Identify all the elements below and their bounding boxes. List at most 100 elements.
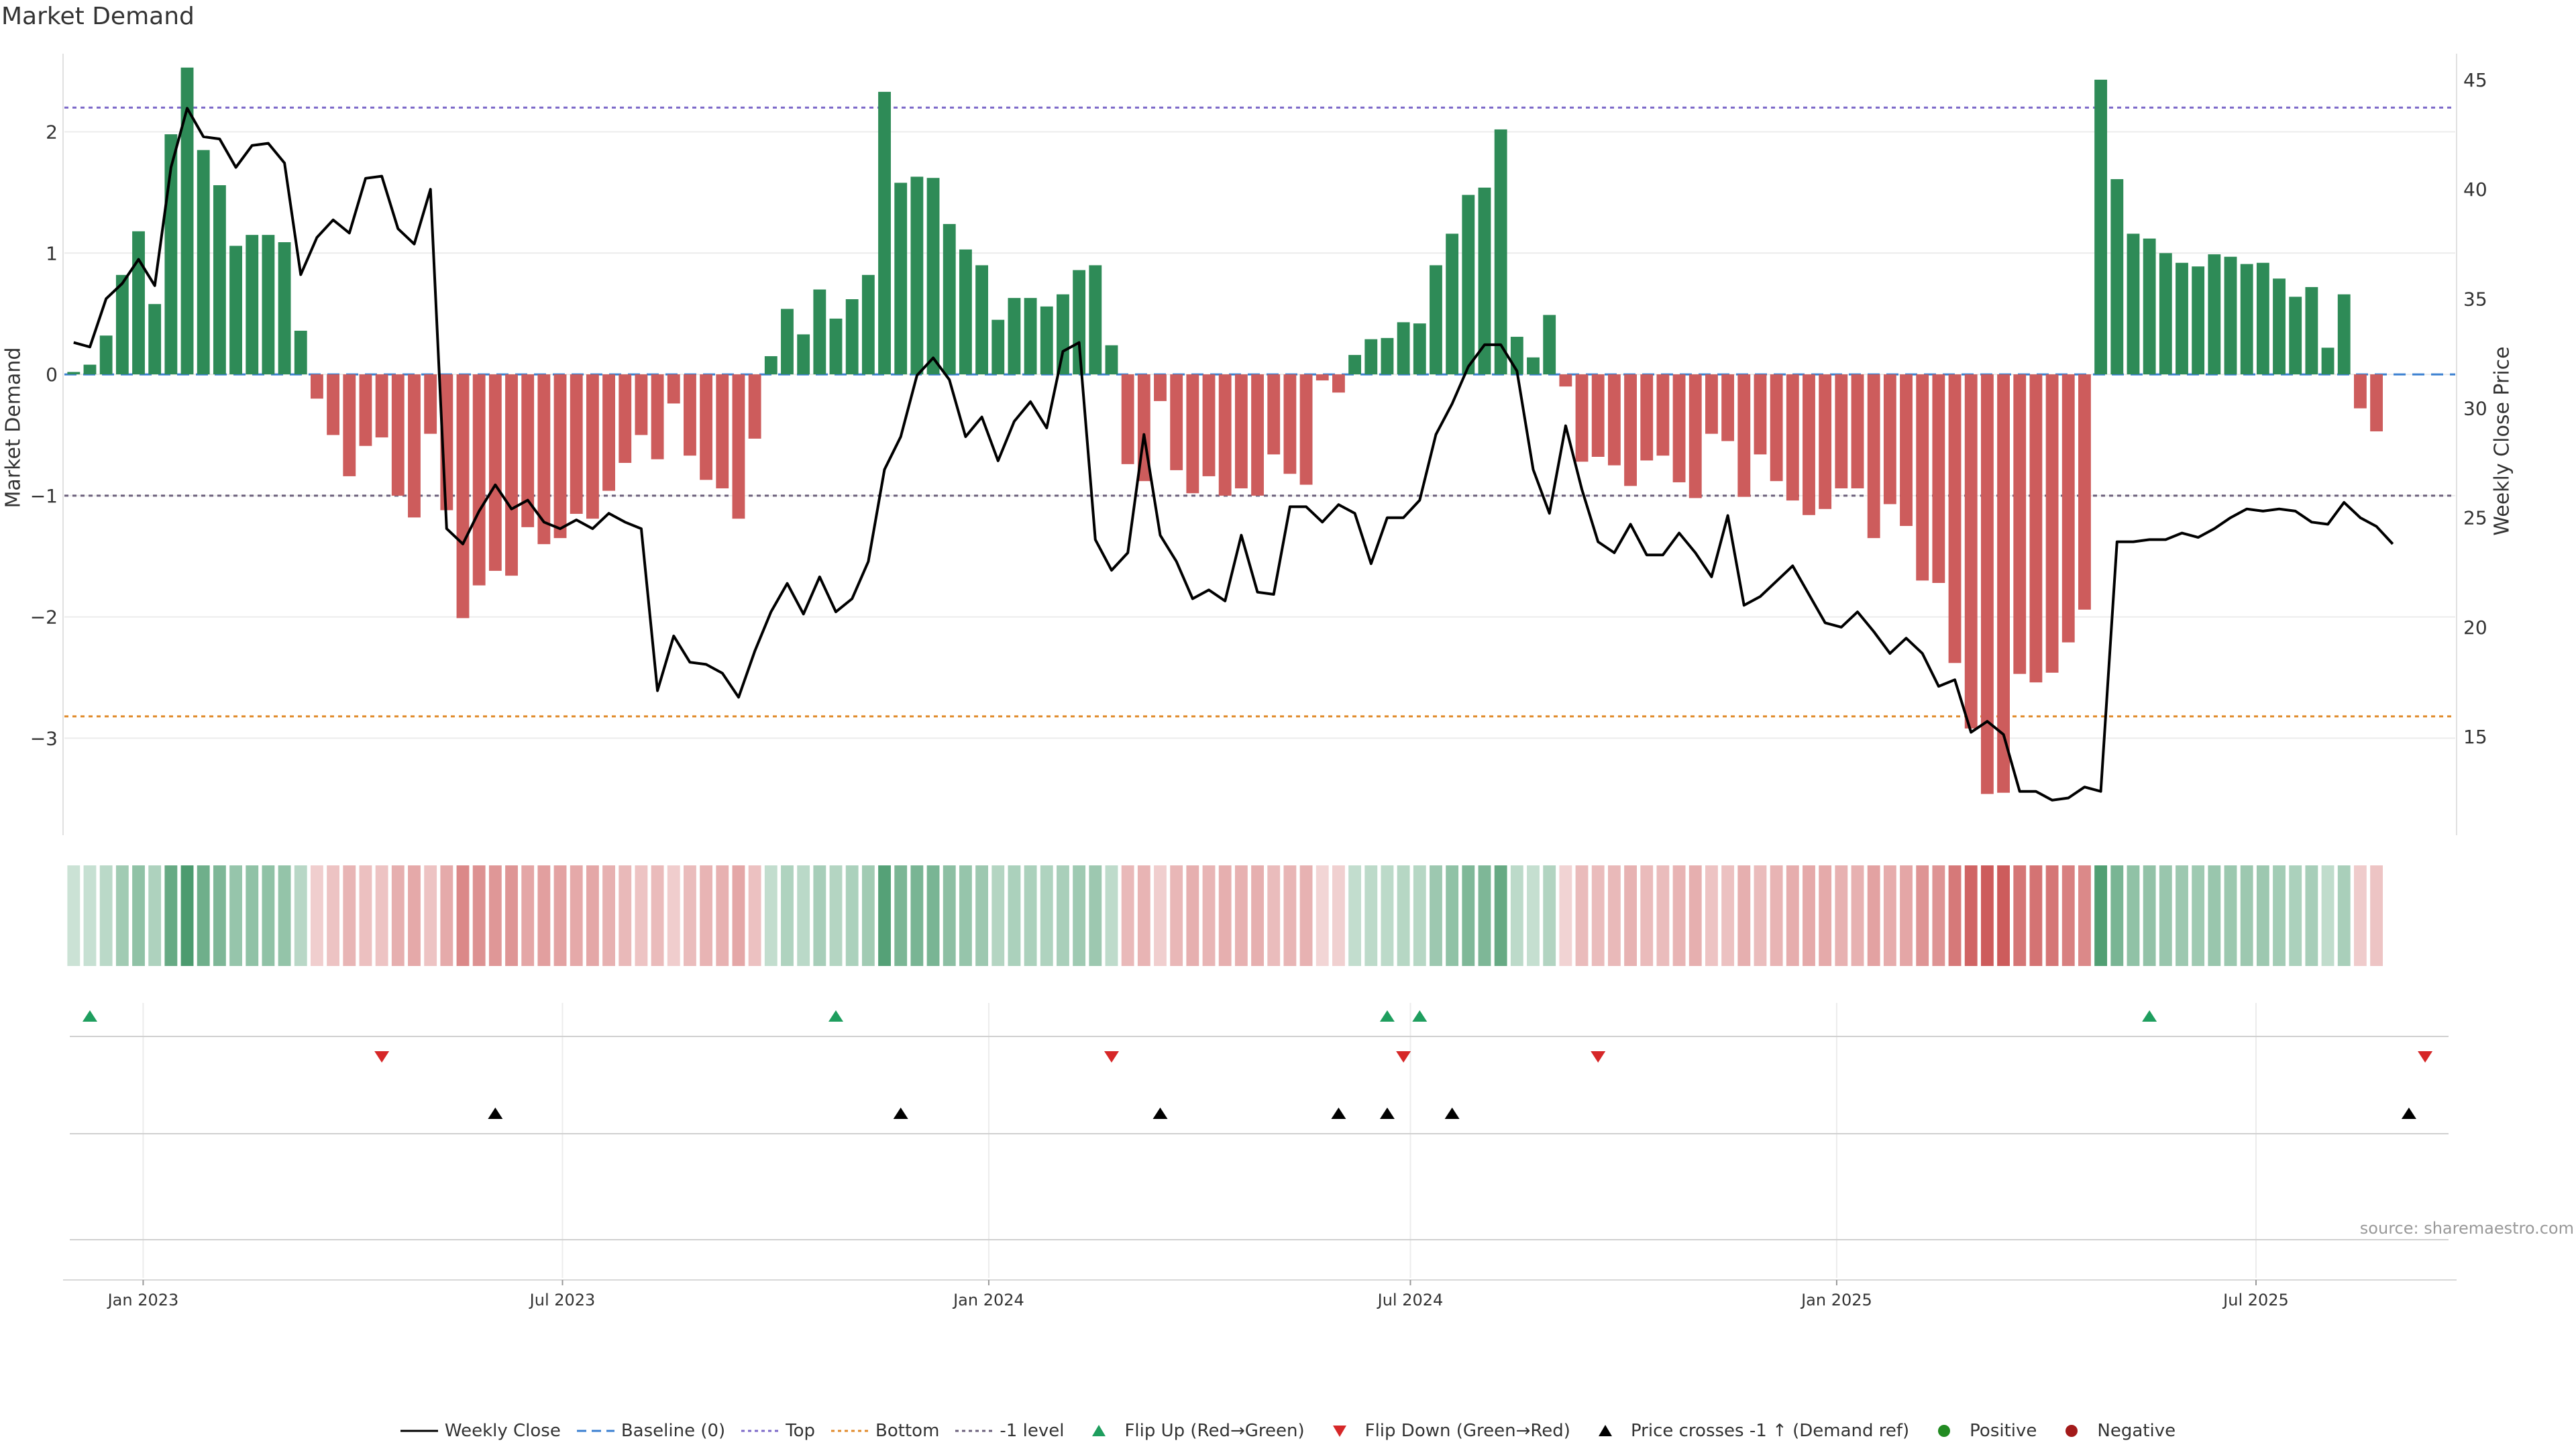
demand-bar	[1073, 270, 1086, 375]
demand-bar	[537, 374, 551, 545]
heat-cell	[1559, 865, 1572, 966]
demand-bars	[67, 67, 2383, 794]
flip-down-marker	[1104, 1051, 1119, 1063]
demand-bar	[684, 374, 696, 456]
demand-bar	[1478, 187, 1491, 375]
heat-cell	[2078, 865, 2091, 966]
demand-bar	[2192, 266, 2205, 375]
demand-bar	[148, 304, 162, 375]
heat-cell	[2159, 865, 2172, 966]
heat-cell	[991, 865, 1005, 966]
heat-cell	[2273, 865, 2286, 966]
heat-cell	[716, 865, 729, 966]
heat-cell	[910, 865, 924, 966]
legend-symbol-flip_up	[1092, 1425, 1106, 1436]
heat-cell	[1202, 865, 1216, 966]
demand-bar	[2256, 262, 2269, 375]
heat-cell	[115, 865, 129, 966]
demand-bar	[797, 334, 810, 375]
y-tick-label: 2	[46, 121, 58, 144]
demand-bar	[894, 182, 908, 375]
demand-bar	[1672, 374, 1686, 482]
heat-cell	[1121, 865, 1134, 966]
heat-cell	[635, 865, 648, 966]
demand-bar	[1559, 374, 1572, 387]
demand-bar	[424, 374, 437, 434]
x-axis: Jan 2023 Jul 2023 Jan 2024 Jul 2024 Jan 2025…	[63, 1279, 2457, 1309]
demand-bar	[813, 289, 826, 375]
demand-bar	[1105, 345, 1118, 375]
heat-cell	[1964, 865, 1978, 966]
heat-cell	[537, 865, 551, 966]
demand-bar	[1202, 374, 1216, 476]
demand-bar	[83, 364, 97, 375]
legend-label: Top	[786, 1421, 816, 1441]
heat-cell	[1867, 865, 1880, 966]
demand-bar	[1024, 298, 1037, 375]
legend-item-minus1: -1 level	[955, 1421, 1064, 1441]
demand-bar	[2127, 233, 2140, 375]
heat-cell	[1900, 865, 1913, 966]
demand-bar	[2208, 254, 2221, 375]
heat-cell	[1640, 865, 1654, 966]
demand-bar	[2353, 374, 2367, 409]
demand-bar	[213, 185, 226, 375]
heat-cell	[1737, 865, 1751, 966]
heat-cell	[1057, 865, 1069, 966]
heat-cell	[586, 865, 599, 966]
demand-bar	[2061, 374, 2075, 643]
flip-down-marker	[374, 1051, 390, 1063]
heat-cell	[375, 865, 388, 966]
heat-cell	[1786, 865, 1799, 966]
heat-cell	[2370, 865, 2383, 966]
heat-cell	[1948, 865, 1962, 966]
demand-bar	[991, 319, 1005, 375]
legend-symbol-close	[400, 1430, 438, 1432]
heat-cell	[1446, 865, 1459, 966]
heat-cell	[83, 865, 97, 966]
heat-cell	[343, 865, 356, 966]
heat-cell	[553, 865, 567, 966]
demand-bar	[1819, 374, 1832, 509]
x-tick-label: Jul 2024	[1377, 1291, 1444, 1309]
demand-bar	[635, 374, 648, 435]
legend-item-bottom: Bottom	[831, 1421, 939, 1441]
heat-cell	[311, 865, 323, 966]
legend-symbol-bottom	[831, 1430, 869, 1432]
weekly-close-line	[73, 107, 2394, 802]
demand-bar	[2159, 253, 2172, 375]
heat-cell	[1218, 865, 1232, 966]
legend-item-flip_down: Flip Down (Green→Red)	[1321, 1421, 1570, 1441]
demand-bar	[1008, 298, 1021, 375]
heat-cell	[488, 865, 502, 966]
demand-bar	[845, 299, 859, 375]
demand-bar	[246, 235, 259, 375]
heat-cell	[1462, 865, 1475, 966]
heat-cell	[1688, 865, 1702, 966]
demand-bar	[1932, 374, 1945, 583]
heat-cell	[1754, 865, 1767, 966]
demand-bar	[1803, 374, 1815, 515]
x-tick-label: Jul 2023	[529, 1291, 596, 1309]
heat-cell	[1803, 865, 1815, 966]
demand-bar	[1299, 374, 1313, 485]
heat-cell	[2208, 865, 2221, 966]
heat-cell	[1137, 865, 1150, 966]
event-rows	[70, 1010, 2449, 1240]
heat-cell	[975, 865, 989, 966]
heat-cell	[424, 865, 437, 966]
heat-cell	[1430, 865, 1442, 966]
heat-cell	[1494, 865, 1507, 966]
demand-bar	[1446, 233, 1459, 375]
heat-cell	[797, 865, 810, 966]
demand-bar	[959, 249, 972, 375]
weekly-close-series	[73, 107, 2394, 802]
heat-cell	[959, 865, 972, 966]
demand-bar	[343, 374, 356, 476]
demand-bar	[505, 374, 518, 576]
chart-title: Market Demand	[1, 3, 195, 30]
legend-symbol-flip_down	[1332, 1426, 1346, 1437]
legend-label: Flip Down (Green→Red)	[1364, 1421, 1570, 1441]
heat-cell	[294, 865, 307, 966]
demand-bar	[2143, 238, 2156, 375]
